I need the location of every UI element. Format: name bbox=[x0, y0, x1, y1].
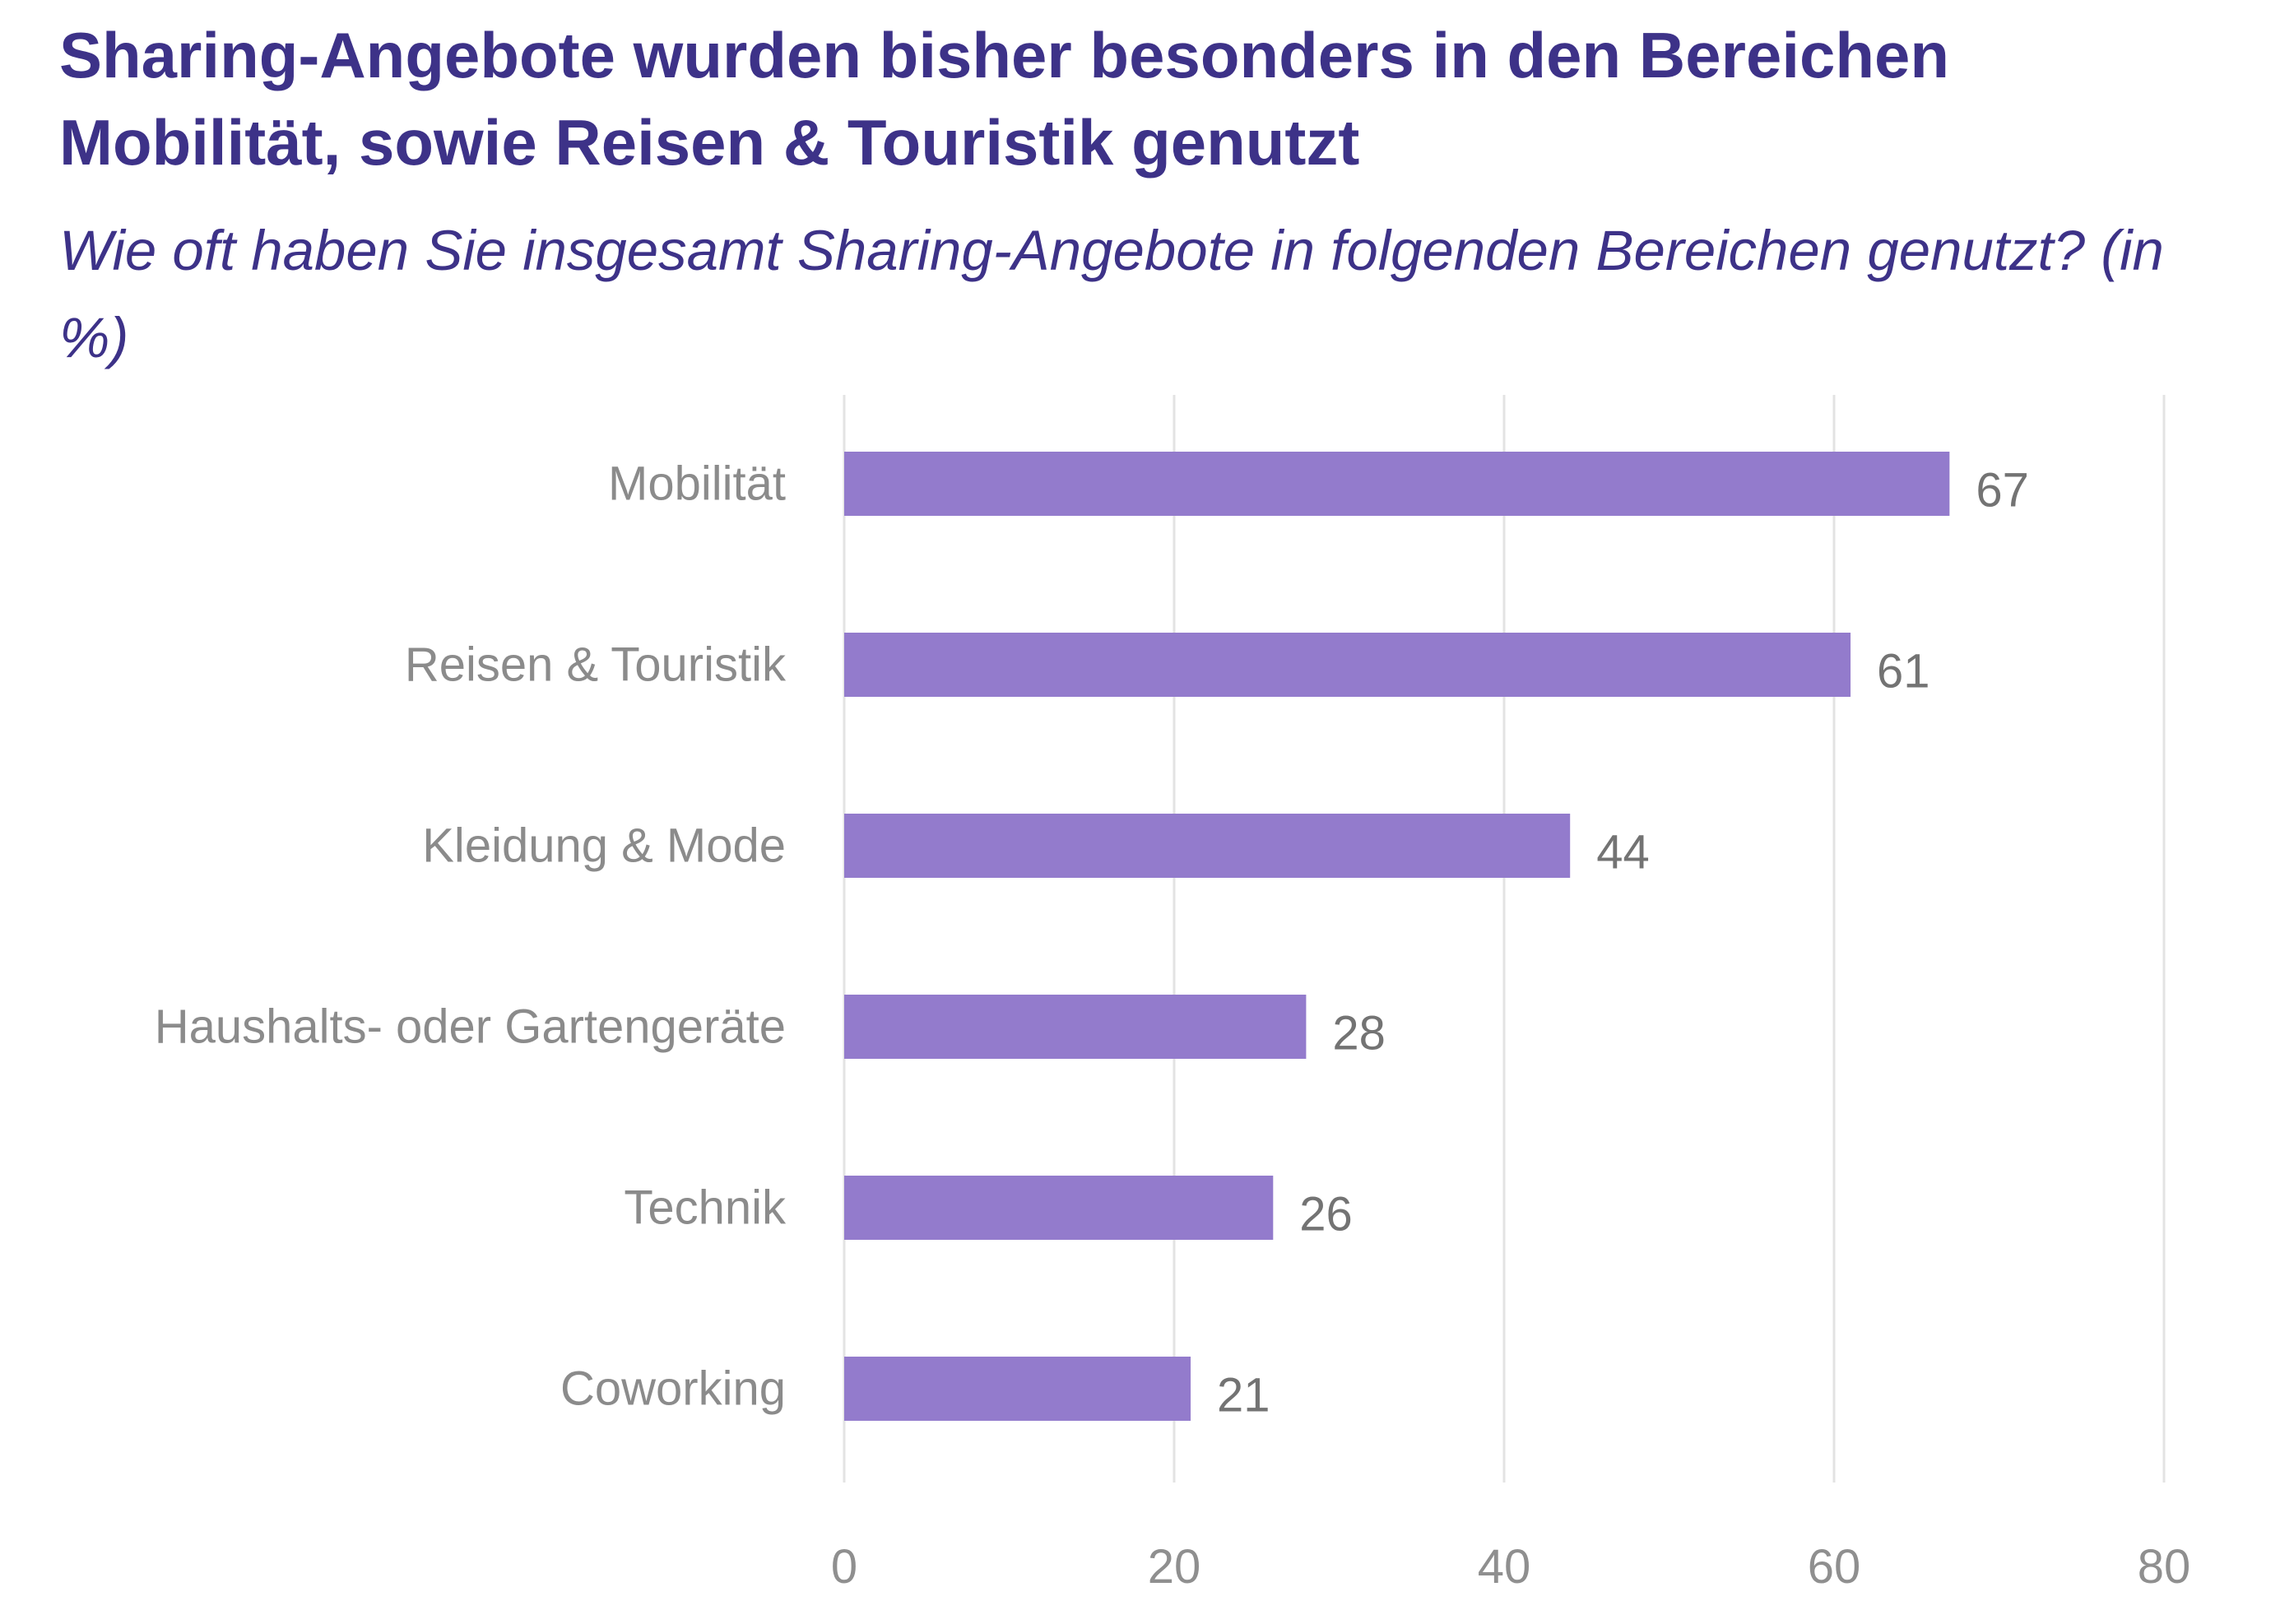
value-label: 26 bbox=[1299, 1188, 1353, 1241]
bar bbox=[844, 452, 1950, 516]
x-tick-label: 80 bbox=[2138, 1540, 2191, 1594]
chart-title: Sharing-Angebote wurden bisher besonders… bbox=[59, 19, 1950, 179]
category-label: Reisen & Touristik bbox=[405, 638, 787, 692]
x-tick-label: 40 bbox=[1478, 1540, 1531, 1594]
bar bbox=[844, 633, 1851, 697]
x-tick-label: 60 bbox=[1808, 1540, 1861, 1594]
bar bbox=[844, 1176, 1274, 1240]
value-labels: 67 61 44 28 26 21 bbox=[1217, 464, 2029, 1422]
value-label: 44 bbox=[1596, 826, 1650, 879]
category-label: Kleidung & Mode bbox=[422, 819, 786, 873]
value-label: 21 bbox=[1217, 1369, 1270, 1422]
value-label: 67 bbox=[1976, 464, 2029, 517]
bar bbox=[844, 995, 1307, 1059]
category-label: Haushalts- oder Gartengeräte bbox=[155, 1000, 786, 1054]
category-label: Mobilität bbox=[608, 457, 786, 511]
bars bbox=[844, 452, 1950, 1421]
bar bbox=[844, 1357, 1191, 1421]
category-label: Technik bbox=[624, 1181, 787, 1235]
gridlines bbox=[843, 395, 2166, 1482]
value-label: 61 bbox=[1877, 645, 1930, 698]
x-tick-label: 20 bbox=[1148, 1540, 1201, 1594]
value-label: 28 bbox=[1332, 1007, 1386, 1060]
category-labels: Mobilität Reisen & Touristik Kleidung & Mo… bbox=[155, 457, 787, 1416]
category-label: Coworking bbox=[560, 1362, 786, 1416]
x-tick-label: 0 bbox=[831, 1540, 857, 1594]
chart-subtitle: Wie oft haben Sie insgesamt Sharing-Ange… bbox=[59, 219, 2164, 369]
bar bbox=[844, 814, 1571, 878]
x-axis-tick-labels: 0 20 40 60 80 bbox=[831, 1540, 2190, 1594]
